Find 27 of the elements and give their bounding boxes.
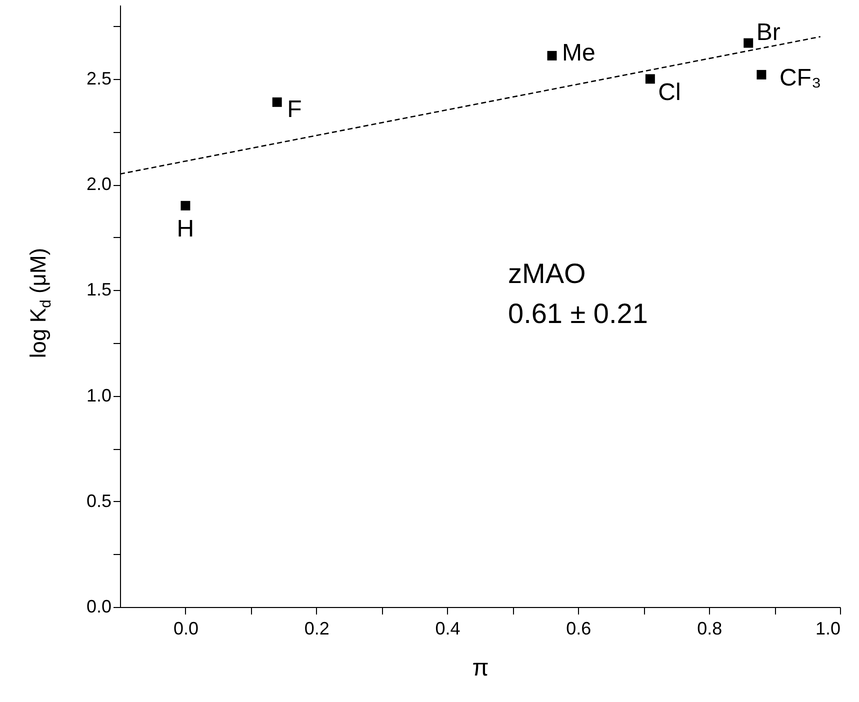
y-tick-label: 2.0 [86, 174, 112, 194]
point [547, 50, 557, 60]
x-axis-title: π [472, 654, 489, 682]
x-tick-label: 0.0 [173, 618, 198, 638]
y-tick-label: 0.5 [86, 490, 112, 511]
point [645, 74, 655, 84]
annotation: F [287, 96, 302, 124]
x-tick-label: 0.8 [697, 618, 722, 638]
point [180, 200, 190, 210]
point [744, 38, 754, 48]
y-tick-label: 0.0 [86, 596, 112, 616]
point [756, 70, 766, 80]
annotation: Cl [658, 78, 681, 106]
annotation: 0.61 ± 0.21 [508, 298, 648, 329]
annotation: Me [562, 40, 596, 67]
x-tick-label: 0.4 [435, 618, 460, 638]
x-tick-label: 0.2 [304, 618, 330, 638]
annotation: CF₃ [779, 64, 822, 92]
point [272, 97, 282, 107]
annotation: Br [756, 19, 780, 46]
annotation: H [176, 216, 194, 243]
y-tick-label: 1.5 [86, 280, 112, 300]
x-tick-label: 0.6 [566, 618, 592, 638]
x-tick-label: 1.0 [815, 618, 840, 638]
y-tick-label: 1.0 [86, 385, 112, 406]
y-tick-label: 2.5 [86, 68, 112, 88]
annotation: zMAO [508, 258, 586, 289]
